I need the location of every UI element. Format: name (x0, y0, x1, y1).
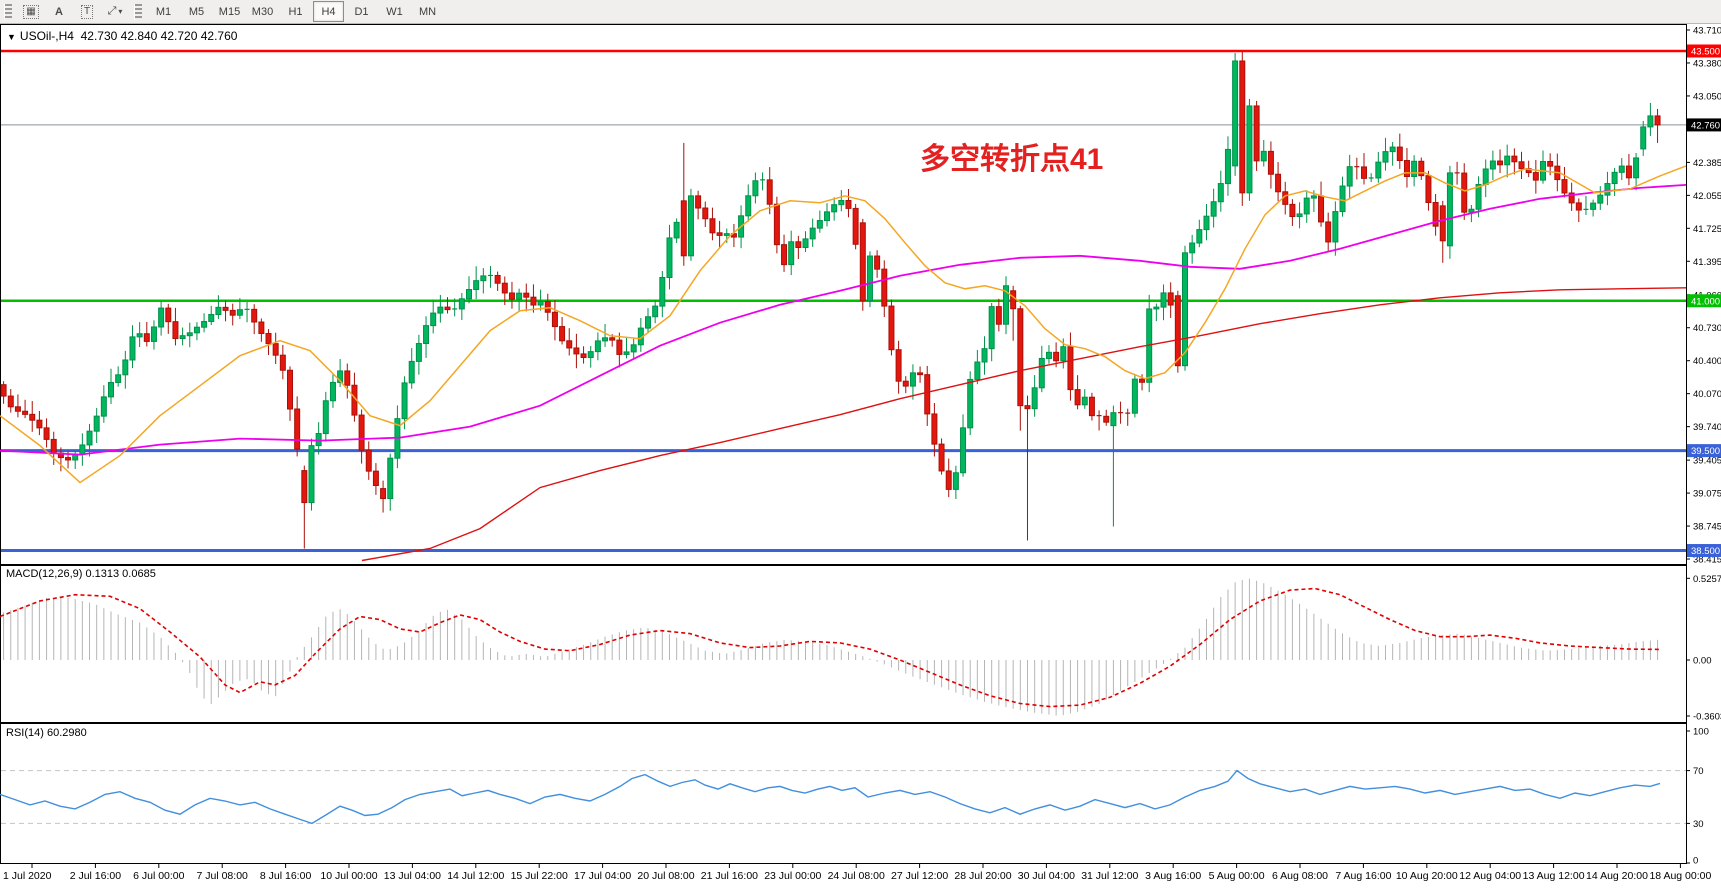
svg-text:38.500: 38.500 (1691, 546, 1720, 557)
cursor-tools-icon[interactable]: ⤢ ▾ (107, 5, 123, 17)
svg-text:24 Jul 08:00: 24 Jul 08:00 (828, 870, 885, 882)
svg-text:41.000: 41.000 (1691, 296, 1720, 307)
svg-text:39.500: 39.500 (1691, 446, 1720, 457)
svg-text:20 Jul 08:00: 20 Jul 08:00 (637, 870, 694, 882)
svg-text:31 Jul 12:00: 31 Jul 12:00 (1081, 870, 1138, 882)
macd-indicator-label: MACD(12,26,9) 0.1313 0.0685 (6, 568, 156, 580)
macd-panel (0, 578, 1661, 716)
text-label-icon[interactable]: T (74, 1, 100, 22)
svg-text:15 Jul 22:00: 15 Jul 22:00 (511, 870, 568, 882)
panel-borders (0, 24, 1687, 864)
symbol-period-label: USOil-,H4 (19, 29, 74, 43)
tf-button-mn[interactable]: MN (418, 5, 437, 18)
svg-text:42.055: 42.055 (1693, 191, 1721, 202)
tf-button-h1[interactable]: H1 (288, 5, 303, 18)
svg-text:27 Jul 12:00: 27 Jul 12:00 (891, 870, 948, 882)
tf-button-m1[interactable]: M1 (155, 5, 172, 18)
ohlc-quote: 42.730 42.840 42.720 42.760 (80, 29, 238, 43)
price-levels[interactable] (1, 49, 1686, 553)
svg-text:40.070: 40.070 (1693, 389, 1721, 400)
svg-text:42.760: 42.760 (1691, 120, 1720, 131)
svg-text:14 Jul 12:00: 14 Jul 12:00 (447, 870, 504, 882)
svg-text:1 Jul 2020: 1 Jul 2020 (3, 870, 52, 882)
font-a-icon[interactable]: A (55, 5, 63, 18)
svg-text:41.725: 41.725 (1693, 224, 1721, 235)
svg-text:7 Jul 08:00: 7 Jul 08:00 (197, 870, 249, 882)
svg-text:0.00: 0.00 (1693, 656, 1712, 667)
svg-text:39.075: 39.075 (1693, 489, 1721, 500)
toolbar-grip-2[interactable] (134, 3, 142, 20)
svg-text:3 Aug 16:00: 3 Aug 16:00 (1145, 870, 1201, 882)
svg-text:10 Jul 00:00: 10 Jul 00:00 (320, 870, 377, 882)
tf-button-w1[interactable]: W1 (386, 5, 403, 18)
svg-text:43.050: 43.050 (1693, 91, 1721, 102)
svg-text:43.500: 43.500 (1691, 46, 1720, 57)
tf-button-h4-active[interactable]: H4 (313, 1, 344, 22)
tf-button-m30[interactable]: M30 (251, 5, 274, 18)
svg-text:5 Aug 00:00: 5 Aug 00:00 (1209, 870, 1265, 882)
toolbar-grip[interactable] (4, 3, 12, 20)
chart-window-icon[interactable]: ▦ (18, 1, 44, 22)
svg-text:38.415: 38.415 (1693, 555, 1721, 566)
svg-text:30: 30 (1693, 819, 1704, 830)
svg-text:10 Aug 20:00: 10 Aug 20:00 (1396, 870, 1458, 882)
price-axis[interactable]: 43.710 43.380 43.050 42.385 42.055 41.725 41.3… (1686, 24, 1721, 867)
rsi-indicator-label: RSI(14) 60.2980 (6, 727, 87, 739)
svg-text:43.710: 43.710 (1693, 26, 1721, 37)
svg-text:14 Aug 20:00: 14 Aug 20:00 (1586, 870, 1648, 882)
svg-text:30 Jul 04:00: 30 Jul 04:00 (1018, 870, 1075, 882)
svg-text:18 Aug 00:00: 18 Aug 00:00 (1649, 870, 1711, 882)
svg-text:6 Aug 08:00: 6 Aug 08:00 (1272, 870, 1328, 882)
svg-text:13 Jul 04:00: 13 Jul 04:00 (384, 870, 441, 882)
svg-text:17 Jul 04:00: 17 Jul 04:00 (574, 870, 631, 882)
tf-button-m5[interactable]: M5 (188, 5, 205, 18)
toolbar: ▦ A T ⤢ ▾ M1 M5 M15 M30 H1 H4 D1 W1 MN (0, 0, 1721, 24)
svg-text:38.745: 38.745 (1693, 522, 1721, 533)
svg-text:21 Jul 16:00: 21 Jul 16:00 (701, 870, 758, 882)
svg-text:100: 100 (1693, 727, 1709, 738)
svg-text:40.730: 40.730 (1693, 323, 1721, 334)
symbol-dropdown-icon[interactable]: ▼ (7, 32, 16, 42)
svg-text:43.380: 43.380 (1693, 58, 1721, 69)
moving-averages (0, 165, 1687, 562)
svg-text:39.405: 39.405 (1693, 456, 1721, 467)
svg-text:42.385: 42.385 (1693, 158, 1721, 169)
svg-text:-0.3603: -0.3603 (1693, 711, 1721, 722)
svg-text:70: 70 (1693, 766, 1704, 777)
svg-text:12 Aug 04:00: 12 Aug 04:00 (1459, 870, 1521, 882)
tf-button-m15[interactable]: M15 (218, 5, 241, 18)
rsi-panel (0, 769, 1686, 825)
svg-text:13 Aug 12:00: 13 Aug 12:00 (1523, 870, 1585, 882)
svg-text:2 Jul 16:00: 2 Jul 16:00 (70, 870, 122, 882)
svg-text:40.400: 40.400 (1693, 356, 1721, 367)
svg-text:6 Jul 00:00: 6 Jul 00:00 (133, 870, 185, 882)
symbol-header: ▼ USOil-,H4 42.730 42.840 42.720 42.760 (7, 29, 237, 43)
svg-text:23 Jul 00:00: 23 Jul 00:00 (764, 870, 821, 882)
tf-button-d1[interactable]: D1 (354, 5, 369, 18)
dropdown-caret-icon: ▾ (118, 7, 123, 16)
svg-text:0.5257: 0.5257 (1693, 574, 1721, 585)
svg-text:28 Jul 20:00: 28 Jul 20:00 (954, 870, 1011, 882)
svg-text:39.740: 39.740 (1693, 422, 1721, 433)
chart-annotation-text[interactable]: 多空转折点41 (920, 143, 1104, 176)
time-axis[interactable]: 1 Jul 2020 2 Jul 16:00 6 Jul 00:00 7 Jul 08… (3, 864, 1711, 882)
svg-text:0: 0 (1693, 856, 1698, 867)
svg-text:7 Aug 16:00: 7 Aug 16:00 (1335, 870, 1391, 882)
candles-layer (0, 50, 1661, 549)
svg-text:41.395: 41.395 (1693, 257, 1721, 268)
svg-text:8 Jul 16:00: 8 Jul 16:00 (260, 870, 312, 882)
